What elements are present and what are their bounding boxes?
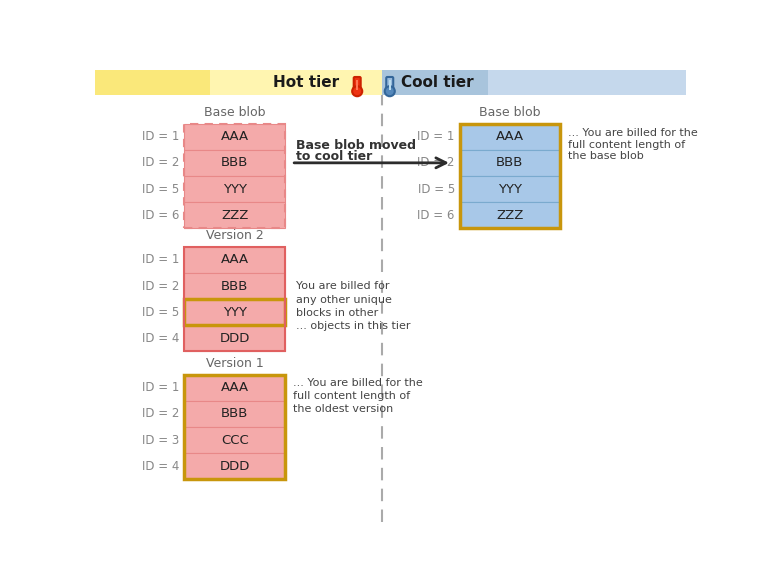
Bar xyxy=(184,401,285,427)
Bar xyxy=(488,70,686,95)
Bar xyxy=(184,299,285,325)
Text: ID = 2: ID = 2 xyxy=(418,156,455,169)
Text: Base blob moved: Base blob moved xyxy=(296,139,416,153)
Bar xyxy=(184,247,285,352)
Text: ID = 1: ID = 1 xyxy=(142,381,180,394)
Bar xyxy=(184,202,285,228)
Bar xyxy=(184,124,285,150)
Bar xyxy=(459,150,560,176)
Text: Cool tier: Cool tier xyxy=(401,75,473,90)
Bar xyxy=(184,453,285,480)
Text: Base blob: Base blob xyxy=(204,106,265,119)
Text: Version 2: Version 2 xyxy=(206,230,264,242)
Text: ID = 5: ID = 5 xyxy=(142,306,180,319)
Bar xyxy=(459,176,560,202)
Text: BBB: BBB xyxy=(221,407,248,420)
Bar xyxy=(389,80,391,90)
Text: ID = 1: ID = 1 xyxy=(142,130,180,143)
Text: DDD: DDD xyxy=(219,460,250,473)
Text: to cool tier: to cool tier xyxy=(296,150,372,163)
Text: ZZZ: ZZZ xyxy=(221,209,248,222)
Text: Version 1: Version 1 xyxy=(206,357,264,370)
Text: ID = 6: ID = 6 xyxy=(142,209,180,222)
Text: CCC: CCC xyxy=(221,434,248,447)
Bar xyxy=(184,299,285,325)
Text: ID = 3: ID = 3 xyxy=(142,434,180,447)
Text: ID = 4: ID = 4 xyxy=(142,332,180,345)
Text: Base blob: Base blob xyxy=(479,106,540,119)
Text: ZZZ: ZZZ xyxy=(496,209,523,222)
Text: AAA: AAA xyxy=(496,130,524,143)
FancyBboxPatch shape xyxy=(354,77,360,92)
Bar xyxy=(459,202,560,228)
Bar xyxy=(184,325,285,352)
Circle shape xyxy=(352,86,362,96)
Text: ID = 2: ID = 2 xyxy=(142,156,180,169)
Text: YYY: YYY xyxy=(498,183,522,195)
Text: YYY: YYY xyxy=(223,306,247,319)
Bar xyxy=(210,70,382,95)
Text: You are billed for
any other unique
blocks in other
... objects in this tier: You are billed for any other unique bloc… xyxy=(296,281,411,331)
Text: ID = 5: ID = 5 xyxy=(142,183,180,195)
Text: ... You are billed for the
full content length of
the base blob: ... You are billed for the full content … xyxy=(568,128,698,161)
Text: ID = 2: ID = 2 xyxy=(142,407,180,420)
FancyBboxPatch shape xyxy=(386,77,393,92)
Text: AAA: AAA xyxy=(221,381,249,394)
Text: ID = 5: ID = 5 xyxy=(418,183,455,195)
Text: AAA: AAA xyxy=(221,130,249,143)
Bar xyxy=(184,375,285,401)
Bar xyxy=(184,427,285,453)
Bar xyxy=(459,124,560,228)
Text: ID = 6: ID = 6 xyxy=(418,209,455,222)
Text: ID = 1: ID = 1 xyxy=(418,130,455,143)
Text: BBB: BBB xyxy=(221,279,248,292)
Text: ... You are billed for the
full content length of
the oldest version: ... You are billed for the full content … xyxy=(293,377,423,414)
Bar xyxy=(184,176,285,202)
Text: ID = 1: ID = 1 xyxy=(142,254,180,266)
Circle shape xyxy=(385,86,395,96)
Bar xyxy=(459,124,560,150)
Text: YYY: YYY xyxy=(223,183,247,195)
Text: Hot tier: Hot tier xyxy=(274,75,339,90)
Bar xyxy=(95,70,210,95)
Bar xyxy=(184,273,285,299)
Bar xyxy=(382,70,488,95)
Text: DDD: DDD xyxy=(219,332,250,345)
Text: BBB: BBB xyxy=(221,156,248,169)
Text: ID = 4: ID = 4 xyxy=(142,460,180,473)
Bar xyxy=(184,150,285,176)
Bar xyxy=(184,247,285,273)
Text: AAA: AAA xyxy=(221,254,249,266)
Text: ID = 2: ID = 2 xyxy=(142,279,180,292)
Text: BBB: BBB xyxy=(496,156,523,169)
Bar xyxy=(356,80,358,90)
Bar xyxy=(184,375,285,480)
Bar xyxy=(184,124,285,228)
